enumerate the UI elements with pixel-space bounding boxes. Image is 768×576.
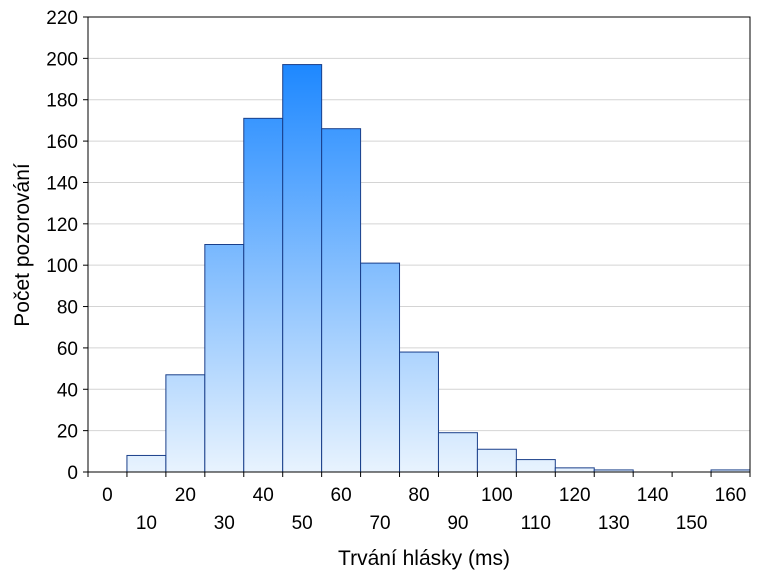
histogram-bar-30 (204, 244, 245, 473)
y-tick-label: 0 (67, 463, 78, 484)
x-tick-label: 60 (331, 485, 352, 506)
y-tick-label: 140 (46, 173, 78, 194)
x-axis-title: Trvání hlásky (ms) (338, 547, 510, 570)
bars (126, 64, 751, 473)
histogram-bar-90 (437, 432, 478, 473)
y-tick-label: 180 (46, 91, 78, 112)
x-tick-label: 70 (369, 513, 390, 534)
y-tick-label: 120 (46, 215, 78, 236)
histogram-bar-120 (554, 467, 595, 473)
y-axis-title: Počet pozorování (11, 163, 34, 327)
x-tick-label: 140 (637, 485, 669, 506)
x-tick-label: 150 (676, 513, 708, 534)
y-tick-label: 40 (57, 380, 78, 401)
x-tick-label: 20 (175, 485, 196, 506)
x-tick-label: 50 (292, 513, 313, 534)
histogram-bar-100 (476, 448, 517, 473)
x-tick-label: 110 (521, 513, 551, 534)
x-tick-label: 40 (253, 485, 274, 506)
y-tick-label: 220 (46, 8, 78, 29)
x-tick-label: 120 (559, 485, 591, 506)
x-tick-label: 160 (715, 485, 747, 506)
histogram-bar-80 (399, 351, 439, 473)
y-tick-label: 20 (57, 422, 78, 443)
y-tick-label: 80 (57, 298, 78, 319)
histogram-bar-50 (282, 64, 323, 473)
histogram-bar-10 (126, 454, 167, 473)
histogram-bar-110 (515, 459, 556, 473)
histogram-bar-60 (321, 128, 362, 473)
y-tick-labels: 0 20 40 60 80 100 120 140 160 180 200 220 (46, 8, 78, 484)
plot-frame (87, 16, 751, 473)
axes (83, 16, 751, 477)
x-tick-label: 30 (214, 513, 235, 534)
x-tick-label: 90 (447, 513, 468, 534)
y-tick-label: 200 (46, 49, 78, 70)
histogram-bar-40 (243, 117, 284, 473)
x-tick-label: 130 (598, 513, 630, 534)
y-tick-label: 100 (46, 256, 78, 277)
x-tick-labels: 0 10 20 30 40 50 60 70 80 90 100 110 120 130 140 150 160 (102, 485, 746, 534)
x-tick-label: 10 (136, 513, 157, 534)
y-tick-label: 160 (46, 132, 78, 153)
y-tick-label: 60 (57, 339, 78, 360)
x-tick-label: 0 (102, 485, 113, 506)
histogram-bar-70 (360, 262, 401, 473)
x-tick-label: 100 (481, 485, 513, 506)
histogram-bar-20 (165, 374, 206, 473)
x-tick-label: 80 (408, 485, 429, 506)
